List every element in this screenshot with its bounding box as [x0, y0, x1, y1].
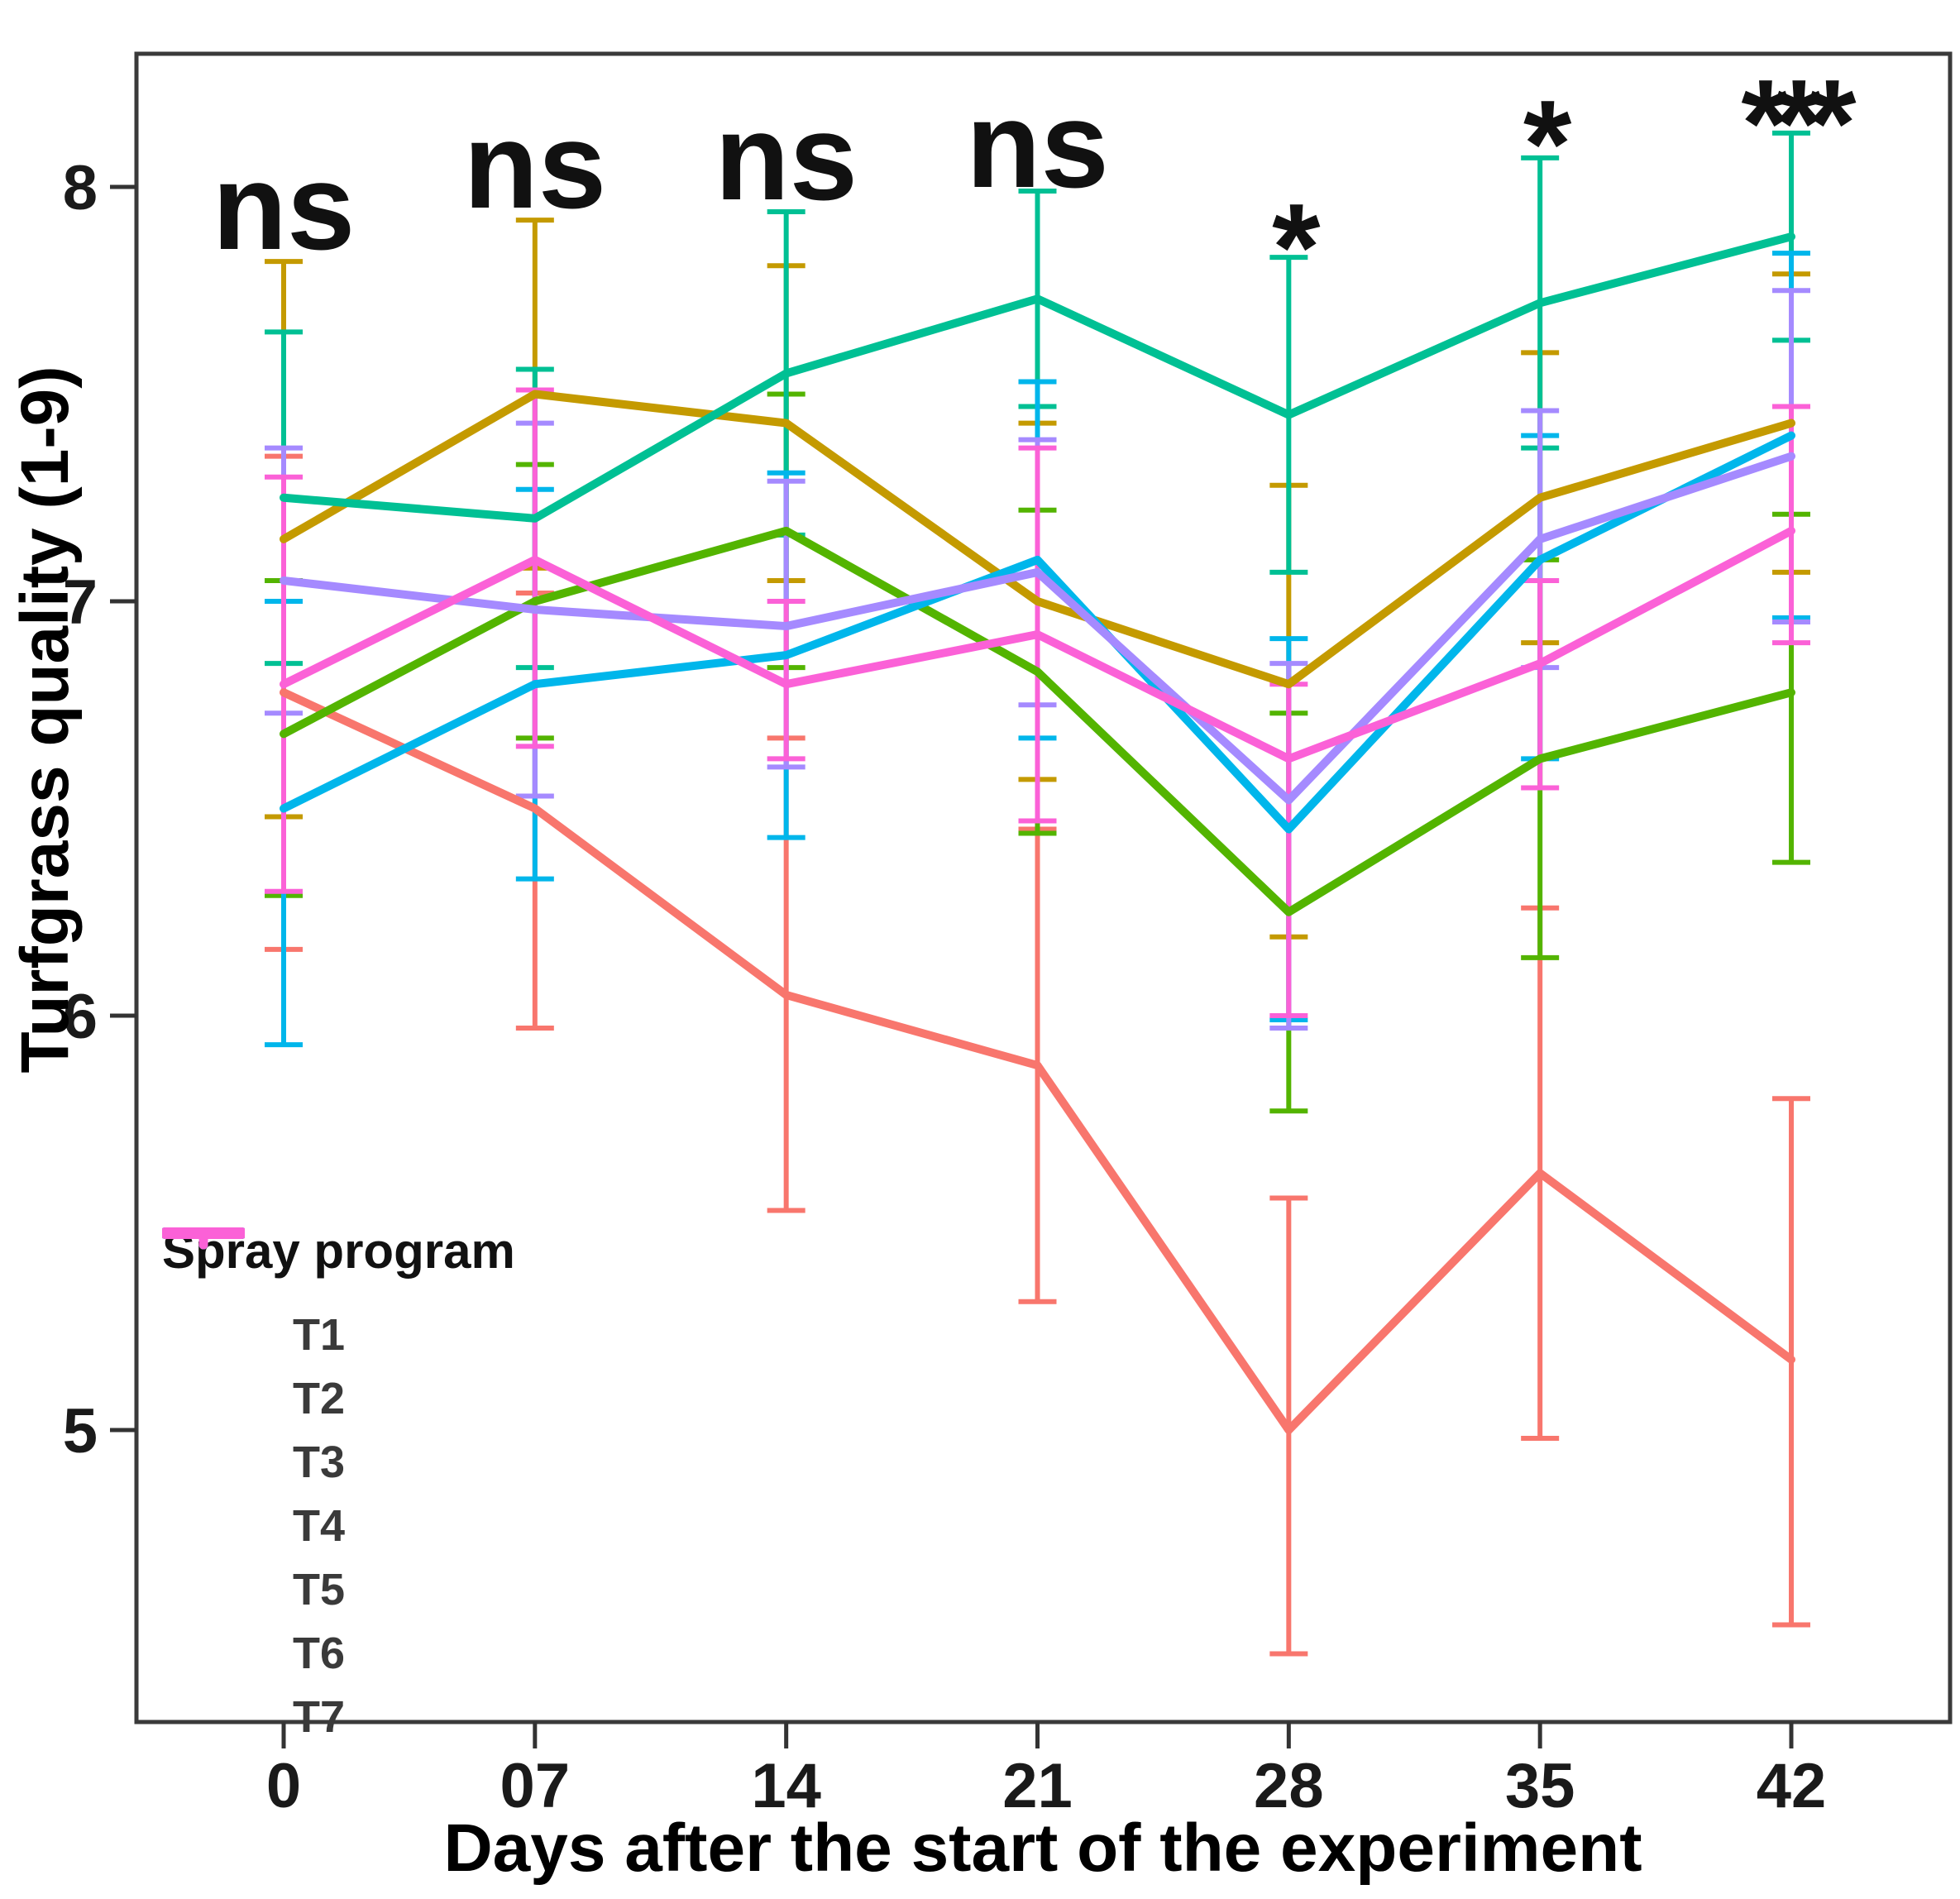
series-line-T4: [280, 232, 1795, 523]
panel-border: [134, 51, 1953, 1724]
legend-label: T3: [293, 1437, 346, 1487]
y-tick-label: 5: [63, 1396, 98, 1466]
series-line-T1: [280, 688, 1795, 1434]
series-line-T5: [280, 431, 1795, 834]
significance-label: ns: [463, 97, 607, 234]
x-tick-label: 07: [500, 1751, 571, 1821]
legend-swatch-T6: [162, 1227, 245, 1667]
legend-swatch-T7: [162, 1227, 245, 1731]
legend-label: T5: [293, 1564, 346, 1614]
significance-label: ns: [212, 139, 356, 276]
series-lines: [280, 232, 1795, 1434]
x-tick-label: 42: [1757, 1751, 1827, 1821]
significance-label: *: [1523, 74, 1572, 213]
error-bar-T7: [1772, 404, 1810, 646]
legend-swatch-T5: [162, 1227, 245, 1604]
legend-item-T2: T2: [162, 1227, 515, 1430]
legend: Spray program T1 T2 T3 T4 T5 T6 T7: [162, 1222, 515, 1748]
error-bar-T7: [1521, 577, 1560, 791]
legend-item-T5: T5: [162, 1227, 515, 1621]
legend-swatch-T2: [162, 1227, 245, 1413]
y-tick-label: 7: [63, 567, 98, 638]
legend-label: T1: [293, 1309, 346, 1360]
y-tick-label: 8: [63, 153, 98, 223]
error-bar-T7: [1269, 682, 1308, 1018]
legend-swatch-T1: [162, 1227, 245, 1349]
legend-swatch-T3: [162, 1227, 245, 1476]
significance-label: ns: [966, 76, 1109, 213]
legend-item-T3: T3: [162, 1227, 515, 1494]
series-line-T7: [280, 526, 1795, 763]
significance-label: ***: [1741, 53, 1856, 193]
series-line-T2: [280, 390, 1795, 689]
x-tick-label: 35: [1505, 1751, 1575, 1821]
legend-label: T6: [293, 1628, 346, 1678]
x-axis-title: Days after the start of the experiment: [443, 1811, 1642, 1886]
y-axis-ticks: 8 7 6 5: [63, 153, 136, 1466]
x-tick-label: 28: [1254, 1751, 1324, 1821]
legend-item-T1: T1: [162, 1227, 515, 1366]
legend-label: T4: [293, 1500, 346, 1551]
errorbar-key-icon: [162, 1227, 245, 1250]
legend-items: T1 T2 T3 T4 T5 T6 T7: [162, 1227, 515, 1748]
legend-label: T2: [293, 1373, 346, 1423]
x-tick-label: 14: [751, 1751, 821, 1821]
legend-item-T7: T7: [162, 1227, 515, 1748]
series-line-T3: [280, 526, 1795, 916]
x-tick-label: 0: [266, 1751, 301, 1821]
significance-label: *: [1272, 177, 1321, 317]
series-line-T6: [280, 452, 1795, 805]
y-tick-label: 6: [63, 982, 98, 1052]
legend-item-T4: T4: [162, 1227, 515, 1557]
significance-label: ns: [715, 88, 858, 226]
legend-item-T6: T6: [162, 1227, 515, 1685]
legend-label: T7: [293, 1691, 346, 1742]
legend-swatch-T4: [162, 1227, 245, 1540]
x-axis-ticks: 0 07 14 21 28 35 42: [266, 1722, 1826, 1821]
x-tick-label: 21: [1002, 1751, 1073, 1821]
y-axis-title: Turfgrass quality (1-9): [7, 366, 83, 1073]
